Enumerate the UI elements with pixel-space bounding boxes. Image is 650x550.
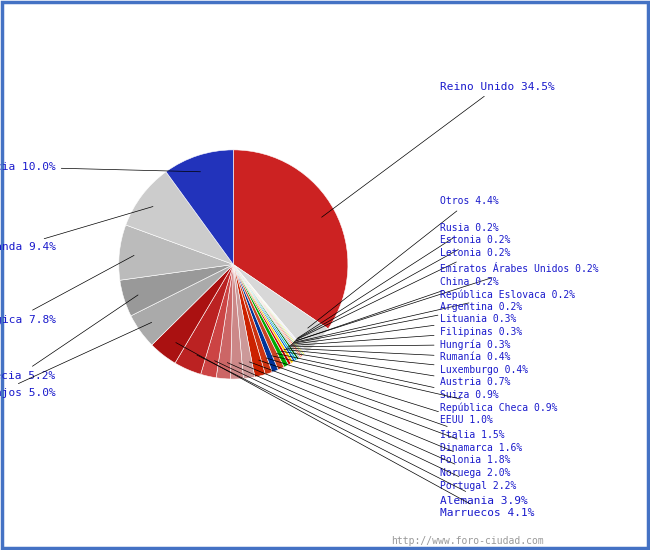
Text: Dinamarca 1.6%: Dinamarca 1.6%: [250, 362, 522, 453]
Wedge shape: [120, 265, 233, 316]
Text: China 0.2%: China 0.2%: [294, 277, 499, 342]
Wedge shape: [125, 172, 233, 265]
Text: Letonia 0.2%: Letonia 0.2%: [296, 248, 510, 340]
Wedge shape: [233, 265, 291, 365]
Wedge shape: [233, 265, 328, 353]
Text: Noruega 2.0%: Noruega 2.0%: [227, 362, 510, 478]
Text: Estonia 0.2%: Estonia 0.2%: [297, 235, 510, 339]
Text: República Eslovaca 0.2%: República Eslovaca 0.2%: [293, 289, 575, 343]
Wedge shape: [233, 265, 302, 357]
Wedge shape: [233, 265, 272, 375]
Wedge shape: [201, 265, 233, 378]
Text: EEUU 1.0%: EEUU 1.0%: [266, 358, 493, 425]
Text: República Checa 0.9%: República Checa 0.9%: [272, 356, 557, 413]
Text: Hungría 0.3%: Hungría 0.3%: [288, 339, 510, 350]
Wedge shape: [233, 265, 300, 359]
Wedge shape: [233, 265, 265, 377]
Wedge shape: [119, 225, 233, 280]
Wedge shape: [233, 265, 255, 378]
Text: Filipinas 0.3%: Filipinas 0.3%: [290, 327, 522, 345]
Text: Portugal 2.2%: Portugal 2.2%: [214, 361, 516, 491]
Text: Suecia 5.2%: Suecia 5.2%: [0, 295, 138, 381]
Wedge shape: [233, 265, 306, 354]
Text: Alemania 3.9%: Alemania 3.9%: [197, 355, 527, 505]
Text: Francia 10.0%: Francia 10.0%: [0, 162, 200, 172]
Text: Argentina 0.2%: Argentina 0.2%: [292, 302, 522, 343]
Text: Lituania 0.3%: Lituania 0.3%: [291, 315, 516, 344]
Wedge shape: [233, 265, 278, 372]
Text: Manilva - Turistas extranjeros según país - Agosto de 2024: Manilva - Turistas extranjeros según paí…: [72, 15, 578, 32]
Wedge shape: [216, 265, 233, 379]
Wedge shape: [233, 265, 297, 361]
Wedge shape: [233, 150, 348, 329]
Wedge shape: [233, 265, 284, 370]
Wedge shape: [175, 265, 233, 375]
Text: http://www.foro-ciudad.com: http://www.foro-ciudad.com: [391, 536, 545, 546]
Text: Rumanía 0.4%: Rumanía 0.4%: [286, 348, 510, 362]
Wedge shape: [233, 265, 305, 355]
Wedge shape: [233, 265, 307, 353]
Text: Austria 0.7%: Austria 0.7%: [281, 351, 510, 388]
Wedge shape: [233, 265, 304, 356]
Wedge shape: [166, 150, 233, 265]
Text: Reino Unido 34.5%: Reino Unido 34.5%: [322, 82, 554, 217]
Wedge shape: [152, 265, 233, 363]
Text: Otros 4.4%: Otros 4.4%: [307, 196, 499, 328]
Wedge shape: [233, 265, 299, 360]
Wedge shape: [233, 265, 295, 362]
Text: Italia 1.5%: Italia 1.5%: [259, 360, 504, 440]
Text: Bélgica 7.8%: Bélgica 7.8%: [0, 255, 134, 324]
Text: Irlanda 9.4%: Irlanda 9.4%: [0, 206, 153, 252]
Text: Suiza 0.9%: Suiza 0.9%: [277, 354, 499, 400]
Text: Emiratos Árabes Unidos 0.2%: Emiratos Árabes Unidos 0.2%: [295, 264, 598, 341]
Text: Rusia 0.2%: Rusia 0.2%: [298, 223, 499, 338]
Wedge shape: [233, 265, 294, 364]
Text: Luxemburgo 0.4%: Luxemburgo 0.4%: [284, 349, 528, 375]
Wedge shape: [233, 265, 289, 367]
Wedge shape: [233, 265, 301, 358]
Text: Países Bajos 5.0%: Países Bajos 5.0%: [0, 322, 151, 398]
Text: Polonia 1.8%: Polonia 1.8%: [239, 363, 510, 465]
Wedge shape: [231, 265, 243, 379]
Text: Marruecos 4.1%: Marruecos 4.1%: [176, 343, 534, 518]
Wedge shape: [131, 265, 233, 345]
